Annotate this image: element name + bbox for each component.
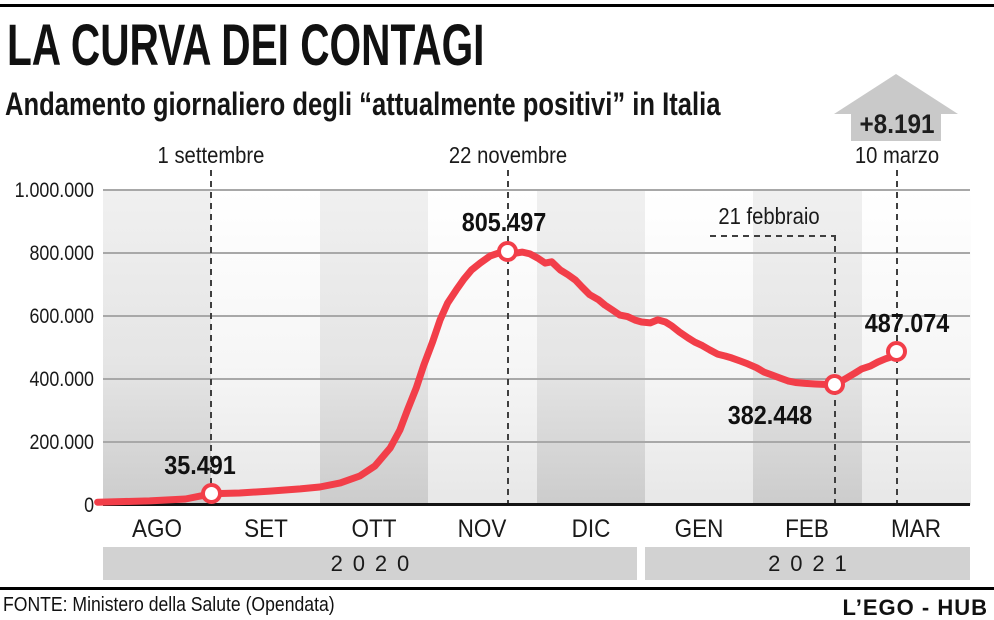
dashed-guide-feb bbox=[833, 235, 836, 503]
y-tick-label: 800.000 bbox=[29, 242, 95, 265]
top-rule bbox=[0, 4, 994, 7]
month-label-ago: AGO bbox=[132, 515, 183, 543]
month-band-mar bbox=[861, 190, 971, 505]
up-arrow-icon bbox=[834, 74, 958, 141]
value-label-nov: 805.497 bbox=[461, 207, 546, 238]
data-point-nov bbox=[497, 240, 519, 262]
month-label-gen: GEN bbox=[674, 515, 724, 543]
month-label-set: SET bbox=[243, 515, 288, 543]
data-point-feb bbox=[824, 374, 846, 396]
month-label-nov: NOV bbox=[457, 515, 507, 543]
y-tick-label: 600.000 bbox=[29, 305, 95, 328]
y-tick-label: 0 bbox=[84, 494, 94, 517]
month-label-ott: OTT bbox=[351, 515, 397, 543]
gridline-600000 bbox=[103, 315, 970, 317]
month-band-feb bbox=[753, 190, 863, 505]
gridline-1000000 bbox=[103, 189, 970, 191]
month-band-ago bbox=[103, 190, 212, 505]
date-label-mar: 10 marzo bbox=[854, 142, 939, 168]
data-point-mar bbox=[886, 341, 908, 363]
brand-logo: L’EGO - HUB bbox=[842, 595, 988, 620]
page-title: LA CURVA DEI CONTAGI bbox=[7, 13, 485, 78]
year-bar-2020: 2020 bbox=[103, 547, 637, 580]
y-tick-label: 1.000.000 bbox=[14, 179, 94, 202]
y-tick-label: 400.000 bbox=[29, 368, 95, 391]
month-band-nov bbox=[428, 190, 537, 505]
month-label-feb: FEB bbox=[785, 515, 830, 543]
month-label-mar: MAR bbox=[890, 515, 941, 543]
curve-line bbox=[94, 247, 901, 506]
value-label-mar: 487.074 bbox=[864, 307, 949, 338]
value-label-feb: 382.448 bbox=[727, 399, 812, 430]
dashed-guide-sep bbox=[210, 170, 213, 503]
month-band-set bbox=[211, 190, 321, 505]
month-label-dic: DIC bbox=[571, 515, 611, 543]
value-label-sep: 35.491 bbox=[164, 449, 237, 480]
date-label-nov: 22 novembre bbox=[448, 142, 567, 168]
month-band-dic bbox=[536, 190, 646, 505]
dashed-guide-mar bbox=[895, 170, 898, 503]
data-point-sep bbox=[200, 483, 222, 505]
gridline-800000 bbox=[103, 252, 970, 254]
daily-change-value: +8.191 bbox=[859, 109, 935, 139]
y-tick-label: 200.000 bbox=[29, 431, 95, 454]
gridline-200000 bbox=[103, 441, 970, 443]
x-axis-line bbox=[103, 503, 970, 506]
dashed-elbow-feb bbox=[710, 235, 835, 237]
daily-change-badge: +8.191 bbox=[830, 72, 964, 142]
date-label-sep: 1 settembre bbox=[157, 142, 265, 168]
gridline-400000 bbox=[103, 378, 970, 380]
year-bar-2021: 2021 bbox=[644, 547, 970, 580]
page-subtitle: Andamento giornaliero degli “attualmente… bbox=[5, 86, 721, 122]
month-band-ott bbox=[319, 190, 429, 505]
footer-rule bbox=[0, 587, 994, 590]
source-note: FONTE: Ministero della Salute (Opendata) bbox=[3, 594, 335, 616]
dashed-guide-nov bbox=[506, 170, 509, 503]
date-label-feb: 21 febbraio bbox=[717, 203, 820, 229]
